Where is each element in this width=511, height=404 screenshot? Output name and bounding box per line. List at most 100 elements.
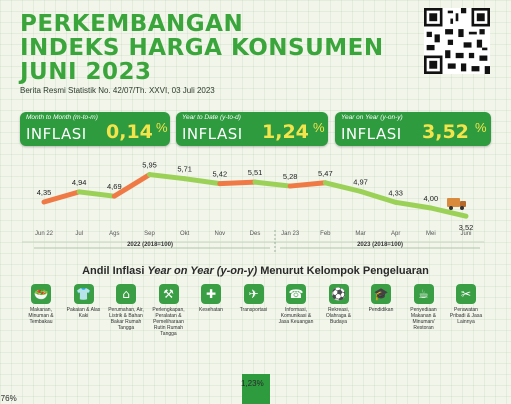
series-segment-3 <box>147 172 188 182</box>
house-icon: ⌂ <box>116 284 136 304</box>
expenditure-group-item: ✈ Transportasi <box>234 284 274 313</box>
series-segment-10 <box>393 199 434 211</box>
contribution-title-suffix: Menurut Kelompok Pengeluaran <box>260 265 429 277</box>
transport-icon: ✈ <box>243 284 264 304</box>
x-tick-label: Juni <box>460 231 471 237</box>
expenditure-group-label: Pendidikan <box>368 307 394 313</box>
data-label: 5,71 <box>177 165 192 174</box>
expenditure-group-item: 🥗 Makanan, Minuman & Tembakau <box>21 284 61 325</box>
yoy-unit: % <box>475 120 487 135</box>
mtm-value: 0,14 <box>106 121 153 143</box>
expenditure-group-label: Rekreasi, Olahraga & Budaya <box>325 307 352 325</box>
expenditure-group-item: ⚒ Perlengkapan, Peralatan & Pemeliharaan … <box>149 284 189 337</box>
contribution-title: Andil Inflasi Year on Year (y-on-y) Menu… <box>0 265 511 277</box>
data-label: 4,33 <box>388 188 403 197</box>
data-label: 5,95 <box>142 161 157 170</box>
appliance-icon: ⚒ <box>158 284 179 304</box>
data-label: 5,47 <box>318 169 333 178</box>
expenditure-group-label: Perlengkapan, Peralatan & Pemeliharaan R… <box>152 307 185 337</box>
contribution-title-italic: Year on Year (y-on-y) <box>147 265 258 277</box>
expenditure-group-item: ⚽ Rekreasi, Olahraga & Budaya <box>319 284 359 325</box>
yoy-inflation-card: Year on Year (y-on-y) INFLASI 3,52 % <box>335 112 491 146</box>
health-icon: ✚ <box>201 284 221 304</box>
yoy-value: 3,52 <box>422 121 469 143</box>
x-tick-label: Mar <box>355 231 365 237</box>
mtm-inflation-card: Month to Month (m-to-m) INFLASI 0,14 % <box>20 112 170 146</box>
page-title-line-2: INDEKS HARGA KONSUMEN <box>20 35 384 61</box>
expenditure-group-label: Transportasi <box>239 307 268 313</box>
contribution-bar-highlight <box>242 374 270 404</box>
x-tick-label: Nov <box>214 231 225 237</box>
yoy-label: Year on Year (y-on-y) <box>341 114 403 121</box>
contribution-title-prefix: Andil Inflasi <box>82 265 145 277</box>
food-icon: 🥗 <box>31 284 51 304</box>
expenditure-group-item: ✂ Perawatan Pribadi & Jasa Lainnya <box>446 284 486 325</box>
expenditure-group-label: Perumahan, Air, Listrik & Bahan Bakar Ru… <box>108 307 144 331</box>
expenditure-group-label: Kesehatan <box>199 307 223 313</box>
x-tick-label: Ags <box>109 231 119 237</box>
data-label: 4,94 <box>72 178 87 187</box>
series-segment-9 <box>358 188 399 205</box>
data-label: 3,52 <box>459 223 474 232</box>
truck-icon <box>447 198 466 210</box>
contribution-value-first: 0,76% <box>0 394 17 403</box>
series-segment-0 <box>41 189 82 205</box>
x-tick-label: Okt <box>180 231 190 237</box>
communication-icon: ☎ <box>286 284 306 304</box>
restaurant-icon: ☕ <box>413 284 434 304</box>
expenditure-group-label: Penyediaan Makanan & Minuman/ Restoran <box>410 307 437 331</box>
x-tick-label: Des <box>250 231 261 237</box>
expenditure-group-item: ⌂ Perumahan, Air, Listrik & Bahan Bakar R… <box>106 284 146 331</box>
x-tick-label: Feb <box>320 231 331 237</box>
data-label: 4,69 <box>107 182 122 191</box>
education-icon: 🎓 <box>371 284 391 304</box>
expenditure-group-label: Perawatan Pribadi & Jasa Lainnya <box>449 307 483 325</box>
ytd-unit: % <box>313 120 325 135</box>
clothing-icon: 👕 <box>73 284 94 304</box>
series-segment-2 <box>111 172 152 199</box>
recreation-icon: ⚽ <box>328 284 349 304</box>
expenditure-group-label: Makanan, Minuman & Tembakau <box>28 307 54 325</box>
series-segment-5 <box>217 179 258 187</box>
data-label: 5,28 <box>283 172 298 181</box>
mtm-label: Month to Month (m-to-m) <box>26 114 98 121</box>
expenditure-group-item: ☕ Penyediaan Makanan & Minuman/ Restoran <box>404 284 444 331</box>
data-label: 4,97 <box>353 177 368 186</box>
expenditure-group-item: ☎ Informasi, Komunikasi & Jasa Keuangan <box>276 284 316 325</box>
qr-code[interactable] <box>424 8 490 74</box>
x-tick-label: Jun 22 <box>35 231 54 237</box>
series-segment-8 <box>322 180 363 194</box>
year-group-2022: 2022 (2018=100) <box>127 242 173 248</box>
series-segment-1 <box>76 189 117 199</box>
expenditure-group-label: Pakaian & Alas Kaki <box>66 307 101 319</box>
expenditure-group-item: 🎓 Pendidikan <box>361 284 401 313</box>
personal-care-icon: ✂ <box>456 284 476 304</box>
data-label: 4,35 <box>37 188 52 197</box>
x-tick-label: Mei <box>426 231 436 237</box>
series-segment-6 <box>252 179 293 189</box>
ytd-value: 1,24 <box>262 121 309 143</box>
release-subtitle: Berita Resmi Statistik No. 42/07/Th. XXV… <box>20 86 215 95</box>
series-segment-7 <box>287 180 328 189</box>
ytd-inflation-card: Year to Date (y-to-d) INFLASI 1,24 % <box>176 112 328 146</box>
x-tick-label: Jul <box>75 231 83 237</box>
mtm-unit: % <box>156 120 168 135</box>
x-tick-label: Apr <box>391 231 400 237</box>
data-label: 5,42 <box>213 170 228 179</box>
page-title-line-1: PERKEMBANGAN <box>20 11 244 37</box>
x-tick-label: Sep <box>144 231 155 237</box>
mtm-name: INFLASI <box>26 125 87 143</box>
data-label: 4,00 <box>424 194 439 203</box>
ytd-name: INFLASI <box>182 125 243 143</box>
series-segment-4 <box>182 176 223 187</box>
series-segment-11 <box>428 205 469 219</box>
inflation-line-chart: 4,35 4,94 4,69 5,95 5,71 5,42 5,51 5,28 5,47 4,97… <box>22 161 484 254</box>
x-tick-label: Jan 23 <box>281 231 300 237</box>
expenditure-group-item: 👕 Pakaian & Alas Kaki <box>64 284 104 319</box>
yoy-name: INFLASI <box>341 125 402 143</box>
expenditure-group-item: ✚ Kesehatan <box>191 284 231 313</box>
data-label: 5,51 <box>248 168 263 177</box>
page-title-line-3: JUNI 2023 <box>20 59 152 85</box>
year-group-2023: 2023 (2018=100) <box>357 242 403 248</box>
ytd-label: Year to Date (y-to-d) <box>182 114 241 121</box>
